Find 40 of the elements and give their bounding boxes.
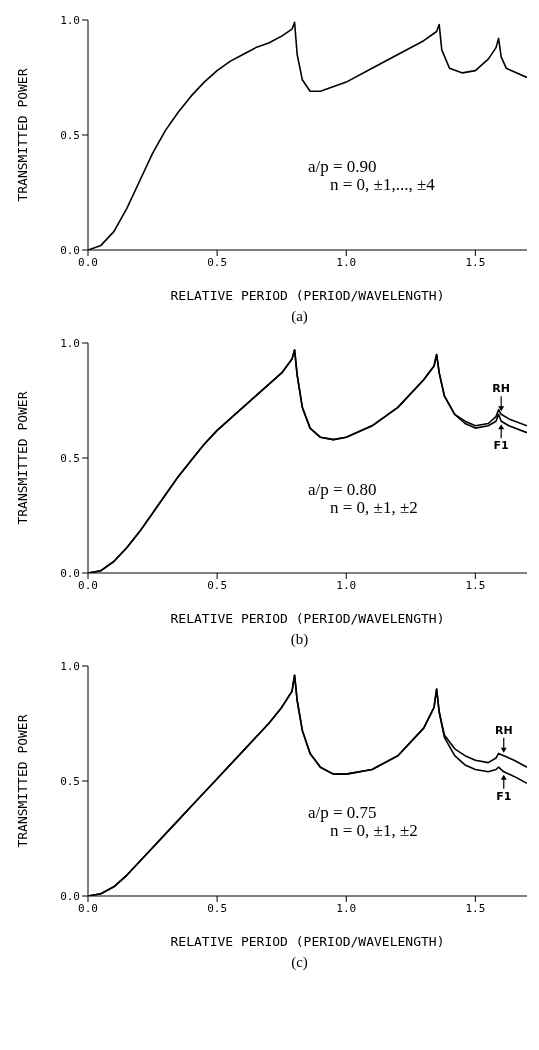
- y-axis-title: TRANSMITTED POWER: [14, 391, 30, 525]
- y-tick-label: 0.5: [60, 774, 80, 788]
- x-tick-label: 0.5: [207, 255, 228, 269]
- x-tick-label: 0.5: [207, 901, 228, 915]
- y-tick-label: 0.0: [60, 566, 80, 580]
- y-tick-label: 0.5: [60, 451, 80, 465]
- annotation: n = 0, ±1, ±2: [329, 498, 418, 517]
- series-label: RH: [492, 382, 511, 396]
- text: (c): [290, 954, 309, 971]
- y-tick-label: 1.0: [60, 336, 80, 350]
- y-axis-title: TRANSMITTED POWER: [14, 714, 30, 848]
- y-tick-label: 0.0: [60, 243, 80, 257]
- text: (a): [290, 308, 309, 325]
- annotation: a/p = 0.90: [308, 157, 378, 176]
- x-tick-label: 0.0: [78, 901, 98, 915]
- x-tick-label: 1.5: [465, 901, 486, 915]
- x-tick-label: 0.5: [207, 578, 228, 592]
- x-axis-title: RELATIVE PERIOD (PERIOD/WAVELENGTH): [170, 934, 445, 949]
- text: (b): [289, 631, 310, 648]
- legend-label: F1: [496, 789, 512, 803]
- x-tick-label: 1.0: [336, 901, 357, 915]
- annotation: n = 0, ±1, ±2: [329, 821, 418, 840]
- x-tick-label: 1.0: [336, 578, 357, 592]
- annotation: a/p = 0.75: [308, 803, 378, 822]
- legend-label: F1: [493, 439, 509, 453]
- series-label: RH: [494, 723, 513, 737]
- annotation: a/p = 0.80: [308, 480, 378, 499]
- x-axis-title: RELATIVE PERIOD (PERIOD/WAVELENGTH): [170, 288, 445, 303]
- y-tick-label: 0.0: [60, 889, 80, 903]
- y-tick-label: 1.0: [60, 659, 80, 673]
- y-tick-label: 1.0: [60, 13, 80, 27]
- x-tick-label: 0.0: [78, 255, 98, 269]
- x-tick-label: 0.0: [78, 578, 98, 592]
- x-tick-label: 1.0: [336, 255, 357, 269]
- x-tick-label: 1.5: [465, 255, 486, 269]
- x-tick-label: 1.5: [465, 578, 486, 592]
- y-tick-label: 0.5: [60, 128, 80, 142]
- annotation: n = 0, ±1,..., ±4: [329, 175, 435, 194]
- y-axis-title: TRANSMITTED POWER: [14, 68, 30, 202]
- x-axis-title: RELATIVE PERIOD (PERIOD/WAVELENGTH): [170, 611, 445, 626]
